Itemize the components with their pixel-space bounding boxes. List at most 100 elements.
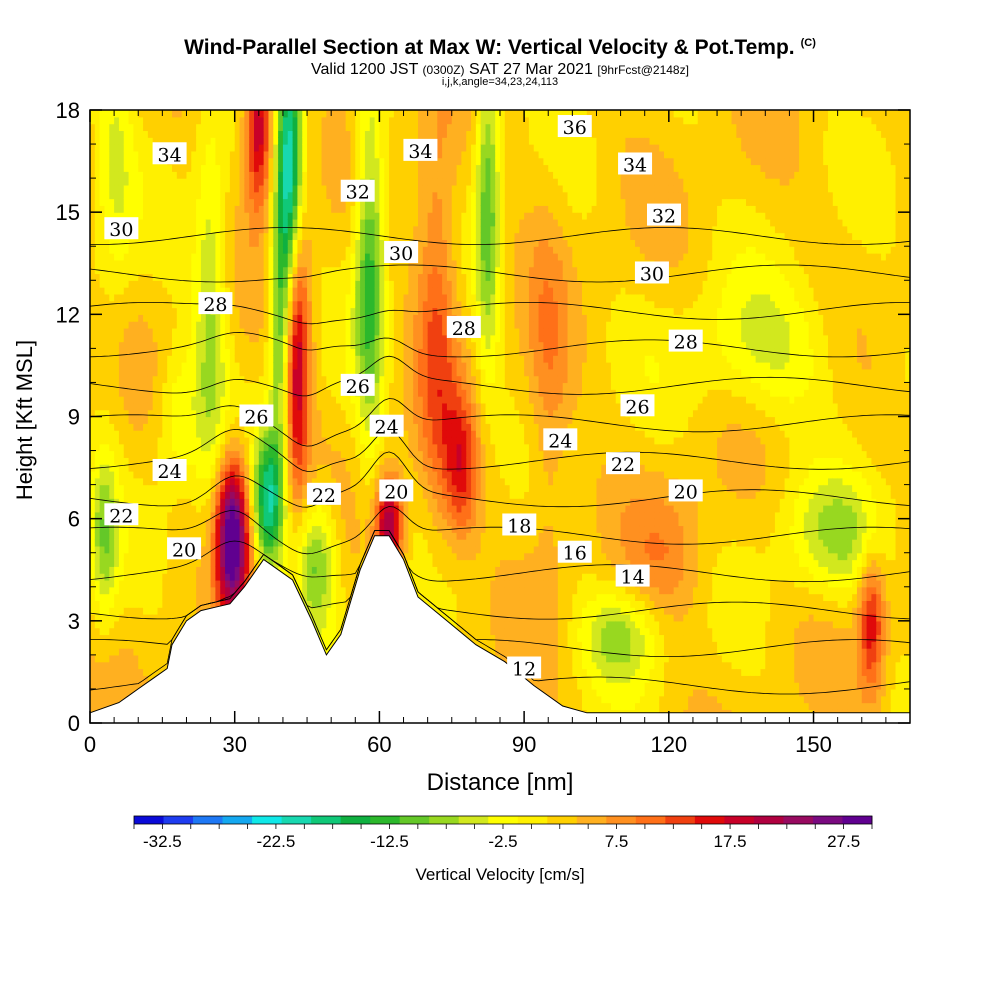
- velocity-cell: [147, 430, 154, 438]
- velocity-cell: [326, 314, 332, 322]
- velocity-cell: [186, 198, 192, 206]
- velocity-cell: [138, 368, 144, 377]
- velocity-cell: [109, 327, 115, 336]
- velocity-cell: [292, 409, 299, 418]
- velocity-cell: [157, 389, 163, 397]
- velocity-cell: [297, 423, 303, 431]
- velocity-cell: [94, 341, 101, 349]
- velocity-cell: [200, 552, 207, 561]
- velocity-cell: [297, 164, 303, 172]
- velocity-cell: [331, 634, 337, 642]
- velocity-cell: [311, 552, 318, 561]
- velocity-cell: [292, 470, 299, 479]
- velocity-cell: [90, 702, 96, 710]
- velocity-cell: [152, 171, 159, 179]
- velocity-cell: [186, 436, 192, 445]
- velocity-cell: [331, 573, 337, 581]
- velocity-cell: [128, 545, 135, 554]
- velocity-cell: [229, 518, 236, 527]
- velocity-cell: [133, 280, 139, 288]
- velocity-cell: [331, 518, 337, 527]
- velocity-cell: [278, 457, 284, 465]
- velocity-cell: [297, 416, 303, 424]
- velocity-cell: [128, 668, 135, 676]
- velocity-cell: [229, 579, 236, 588]
- velocity-cell: [331, 341, 337, 349]
- velocity-cell: [143, 579, 149, 588]
- velocity-cell: [326, 334, 332, 343]
- velocity-cell: [186, 150, 192, 159]
- velocity-cell: [225, 362, 231, 370]
- velocity-cell: [229, 477, 236, 486]
- velocity-cell: [263, 341, 270, 349]
- velocity-cell: [234, 525, 241, 533]
- velocity-cell: [104, 293, 110, 302]
- velocity-cell: [181, 382, 188, 390]
- velocity-cell: [157, 491, 163, 499]
- velocity-cell: [234, 430, 241, 438]
- velocity-cell: [123, 579, 130, 588]
- velocity-cell: [128, 409, 135, 418]
- velocity-cell: [321, 321, 327, 329]
- velocity-cell: [123, 477, 130, 486]
- velocity-cell: [123, 634, 130, 642]
- velocity-cell: [254, 259, 260, 268]
- velocity-cell: [287, 178, 294, 186]
- velocity-cell: [200, 355, 207, 363]
- velocity-cell: [152, 123, 159, 132]
- velocity-cell: [172, 232, 178, 241]
- velocity-cell: [287, 171, 294, 179]
- velocity-cell: [210, 225, 217, 234]
- velocity-cell: [307, 327, 313, 336]
- velocity-cell: [210, 348, 217, 356]
- velocity-cell: [99, 150, 106, 159]
- velocity-cell: [215, 586, 221, 595]
- velocity-cell: [147, 614, 154, 622]
- velocity-cell: [316, 150, 323, 159]
- velocity-cell: [176, 307, 183, 315]
- velocity-cell: [263, 511, 270, 520]
- velocity-cell: [311, 511, 318, 520]
- velocity-cell: [196, 178, 202, 186]
- velocity-cell: [282, 178, 289, 186]
- velocity-cell: [191, 341, 197, 349]
- velocity-cell: [114, 668, 120, 676]
- velocity-cell: [326, 641, 332, 649]
- velocity-cell: [118, 634, 125, 642]
- velocity-cell: [114, 688, 120, 697]
- velocity-cell: [162, 293, 168, 302]
- velocity-cell: [287, 545, 294, 554]
- velocity-cell: [176, 348, 183, 356]
- velocity-cell: [172, 348, 178, 356]
- velocity-cell: [191, 225, 197, 234]
- velocity-cell: [268, 218, 274, 227]
- velocity-cell: [292, 511, 299, 520]
- velocity-cell: [152, 654, 159, 663]
- velocity-cell: [321, 566, 327, 574]
- velocity-cell: [196, 280, 202, 288]
- velocity-cell: [118, 321, 125, 329]
- velocity-cell: [186, 225, 192, 234]
- velocity-cell: [200, 579, 207, 588]
- velocity-cell: [340, 505, 347, 513]
- velocity-cell: [244, 130, 250, 138]
- velocity-cell: [90, 218, 96, 227]
- velocity-cell: [196, 559, 202, 567]
- velocity-cell: [152, 477, 159, 486]
- velocity-cell: [200, 586, 207, 595]
- velocity-cell: [282, 232, 289, 241]
- velocity-cell: [331, 396, 337, 404]
- velocity-cell: [94, 280, 101, 288]
- velocity-cell: [345, 116, 352, 125]
- velocity-cell: [162, 634, 168, 642]
- velocity-cell: [172, 266, 178, 275]
- velocity-cell: [336, 620, 342, 629]
- velocity-cell: [205, 498, 212, 506]
- velocity-cell: [321, 593, 327, 601]
- velocity-cell: [229, 253, 236, 261]
- velocity-cell: [90, 355, 96, 363]
- velocity-cell: [147, 566, 154, 574]
- velocity-cell: [336, 355, 342, 363]
- velocity-cell: [114, 334, 120, 343]
- velocity-cell: [143, 539, 149, 547]
